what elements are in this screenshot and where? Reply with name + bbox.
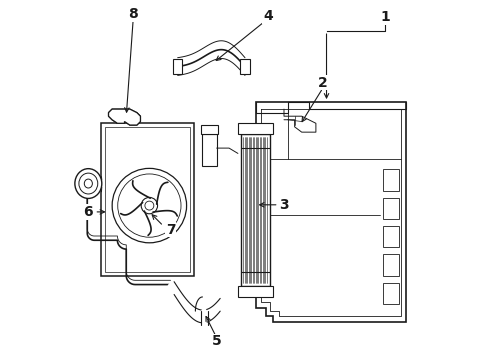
Text: 4: 4 (263, 9, 273, 23)
Text: 2: 2 (318, 76, 328, 90)
Polygon shape (201, 125, 219, 134)
Text: 3: 3 (279, 198, 289, 212)
FancyBboxPatch shape (241, 59, 249, 74)
FancyBboxPatch shape (173, 59, 182, 74)
Polygon shape (242, 134, 270, 286)
Polygon shape (101, 123, 194, 276)
Polygon shape (238, 286, 273, 297)
Circle shape (141, 197, 158, 214)
Text: 6: 6 (83, 205, 93, 219)
Polygon shape (238, 123, 273, 134)
Polygon shape (109, 109, 141, 125)
Text: 8: 8 (128, 7, 138, 21)
Polygon shape (202, 134, 217, 166)
Text: 7: 7 (166, 222, 175, 237)
Text: 5: 5 (212, 334, 221, 348)
Text: 1: 1 (380, 10, 390, 24)
Ellipse shape (75, 168, 102, 198)
Circle shape (112, 168, 187, 243)
